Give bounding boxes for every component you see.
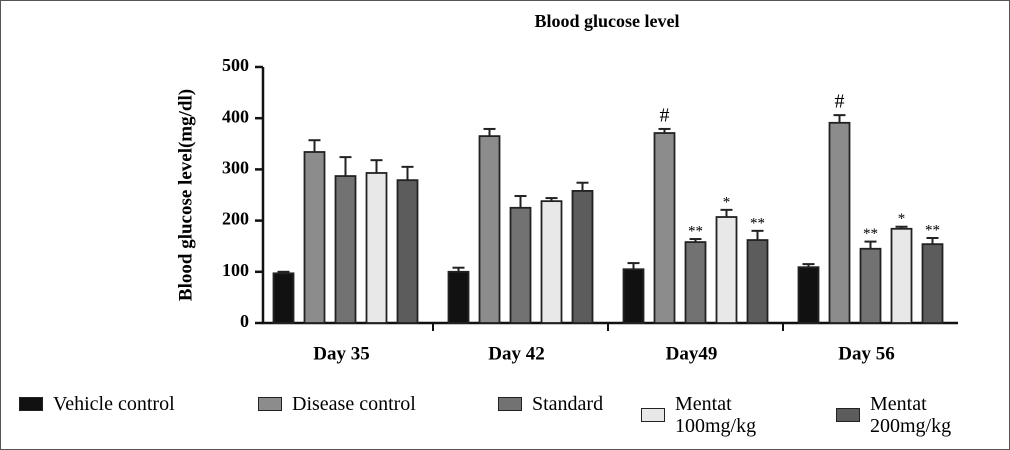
significance-label: *	[723, 194, 731, 210]
significance-label: *	[898, 211, 906, 227]
legend-item: Vehicle control	[19, 393, 175, 415]
legend-label: Mentat 100mg/kg	[675, 393, 757, 437]
chart: Blood glucose level Blood glucose level(…	[175, 11, 958, 364]
legend-label: Mentat 200mg/kg	[870, 393, 952, 437]
bar	[622, 268, 645, 324]
legend-swatch	[258, 397, 282, 411]
bar	[365, 172, 388, 324]
bar	[303, 151, 326, 324]
y-tick-label: 400	[222, 106, 249, 126]
significance-label: #	[660, 105, 670, 127]
y-tick-label: 300	[222, 158, 249, 178]
y-tick-label: 200	[222, 209, 249, 229]
bar	[334, 175, 357, 324]
bar	[684, 241, 707, 324]
legend-item: Standard	[498, 393, 603, 415]
bar	[653, 132, 676, 324]
y-tick-label: 0	[240, 311, 249, 331]
significance-label: **	[750, 215, 765, 231]
chart-title: Blood glucose level	[535, 11, 680, 31]
legend-swatch	[836, 408, 860, 422]
bar	[746, 239, 769, 324]
legend-swatch	[19, 397, 43, 411]
bar	[447, 270, 470, 324]
legend-swatch	[641, 408, 665, 422]
bar	[478, 135, 501, 324]
bar	[396, 179, 419, 324]
bar	[540, 200, 563, 324]
significance-label: **	[688, 223, 703, 239]
legend-item: Mentat 200mg/kg	[836, 393, 990, 437]
x-tick-label: Day 35	[313, 343, 369, 364]
legend-item: Mentat 100mg/kg	[641, 393, 795, 437]
legend-label: Disease control	[292, 393, 416, 415]
significance-label: **	[863, 226, 878, 242]
bar	[715, 216, 738, 324]
y-tick-label: 500	[222, 55, 249, 75]
significance-label: #	[835, 91, 845, 113]
bar	[921, 243, 944, 324]
y-axis-label: Blood glucose level(mg/dl)	[175, 89, 196, 301]
x-tick-label: Day 56	[838, 343, 894, 364]
bar	[509, 206, 532, 324]
x-tick-label: Day49	[666, 343, 718, 364]
bar	[797, 266, 820, 324]
bar	[571, 190, 594, 324]
x-tick-label: Day 42	[488, 343, 544, 364]
significance-label: **	[925, 222, 940, 238]
bar	[828, 121, 851, 324]
y-tick-label: 100	[222, 260, 249, 280]
legend-label: Vehicle control	[53, 393, 175, 415]
bar	[890, 227, 913, 324]
bar	[272, 272, 295, 324]
legend-label: Standard	[532, 393, 604, 415]
legend-item: Disease control	[258, 393, 416, 415]
bar	[859, 247, 882, 324]
legend-swatch	[498, 397, 522, 411]
